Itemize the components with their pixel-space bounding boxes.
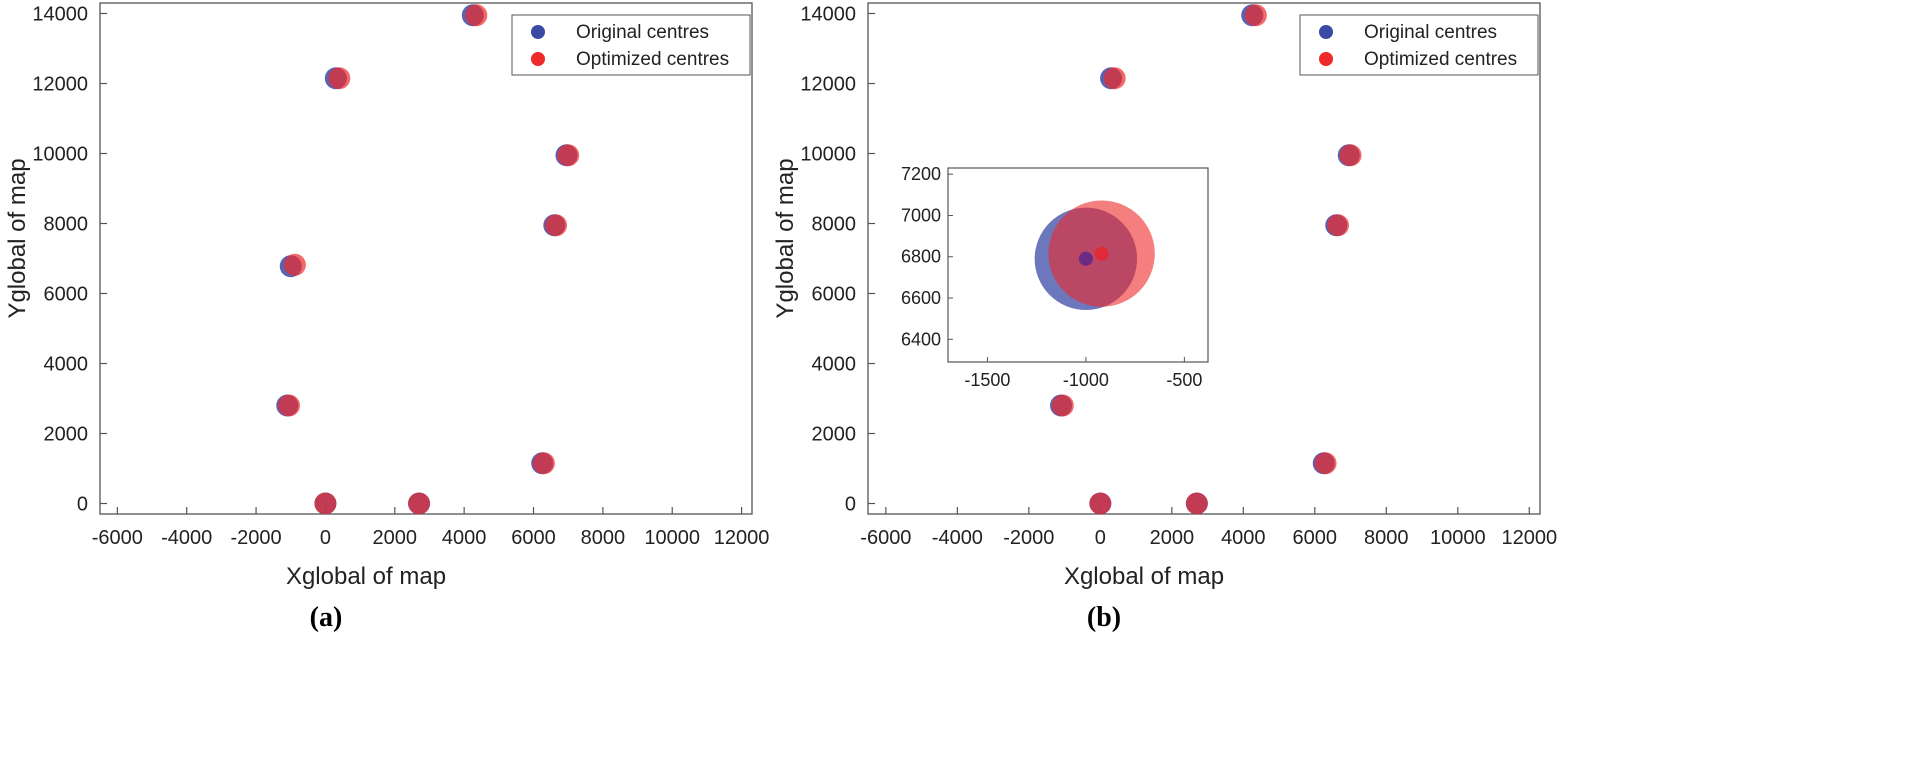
x-tick-label: 6000 [511,527,556,549]
x-tick-label: 0 [320,527,331,549]
optimized-centre-point [1089,492,1112,515]
optimized-centre-point [557,144,580,167]
y-tick-label: 14000 [32,4,88,26]
optimized-centre-point [283,253,306,276]
x-tick-label: -6000 [92,527,143,549]
x-tick-label: -4000 [932,527,983,549]
panel-b-caption: (b) [1087,602,1121,633]
inset-original-centre [1078,251,1093,266]
optimized-centre-point [1185,492,1208,515]
panel-b-x-axis-label: Xglobal of map [1064,563,1224,590]
x-tick-label: 10000 [1430,527,1486,549]
optimized-centre-point [314,492,337,515]
inset-y-tick-label: 6600 [901,288,941,308]
y-tick-label: 0 [77,494,88,516]
inset-x-tick-label: -500 [1166,370,1202,390]
inset-optimized-centre [1094,246,1109,261]
optimized-centre-point [465,4,488,27]
inset-y-tick-label: 7200 [901,164,941,184]
optimized-centre-point [328,67,351,90]
optimized-centre-point [408,492,431,515]
x-tick-label: 10000 [644,527,700,549]
panel-a-legend: Original centres Optimized centres [511,14,751,76]
legend-original-marker [1319,25,1333,39]
y-tick-label: 4000 [812,354,857,376]
y-tick-label: 6000 [44,284,89,306]
panel-b-plot-frame [867,2,1541,515]
inset-x-tick-label: -1500 [964,370,1010,390]
optimized-centre-point [1339,144,1362,167]
legend-original-marker [531,25,545,39]
legend-optimized-marker [1319,52,1333,66]
panel-b: -6000 -4000 -2000 0 2000 4000 6000 8000 10000 120… [772,2,1557,633]
x-tick-label: 2000 [373,527,418,549]
inset-frame [947,167,1209,363]
y-tick-label: 4000 [44,354,89,376]
x-tick-label: 0 [1095,527,1106,549]
legend-optimized-marker [531,52,545,66]
legend-original-label: Original centres [576,22,709,43]
x-tick-label: 4000 [1221,527,1266,549]
legend-original-label: Original centres [1364,22,1497,43]
panel-a-y-axis-label: Yglobal of map [4,158,31,318]
legend-optimized-label: Optimized centres [576,49,729,70]
panel-a-plot-frame [99,2,753,515]
optimized-centre-point [545,214,568,237]
panel-b-legend: Original centres Optimized centres [1299,14,1539,76]
x-tick-label: -2000 [1003,527,1054,549]
y-tick-label: 0 [845,494,856,516]
y-tick-label: 10000 [800,144,856,166]
optimized-centre-point [1244,4,1267,27]
x-tick-label: -2000 [230,527,281,549]
inset-y-tick-label: 6800 [901,247,941,267]
optimized-centre-point [1327,214,1350,237]
panel-a-caption: (a) [310,602,343,633]
inset-y-tick-label: 7000 [901,205,941,225]
y-tick-label: 2000 [812,424,857,446]
optimized-centre-point [1051,394,1074,417]
x-tick-label: 12000 [1501,527,1557,549]
panel-a: -6000 -4000 -2000 0 2000 4000 6000 8000 10000 120… [4,2,770,633]
x-tick-label: 12000 [714,527,770,549]
y-tick-label: 14000 [800,4,856,26]
x-tick-label: 6000 [1293,527,1338,549]
inset-y-tick-label: 6400 [901,329,941,349]
panel-b-y-axis-label: Yglobal of map [772,158,799,318]
x-tick-label: -6000 [860,527,911,549]
legend-optimized-label: Optimized centres [1364,49,1517,70]
panel-a-legend-box [511,14,751,76]
optimized-centre-point [278,394,301,417]
y-tick-label: 10000 [32,144,88,166]
x-tick-label: 8000 [581,527,626,549]
x-tick-label: -4000 [161,527,212,549]
inset-x-tick-label: -1000 [1063,370,1109,390]
y-tick-label: 6000 [812,284,857,306]
panel-b-inset-zoom: -1500 -1000 -500 6400 6600 6800 7000 7200 [901,164,1209,390]
y-tick-label: 2000 [44,424,89,446]
y-tick-label: 12000 [32,74,88,96]
x-tick-label: 2000 [1150,527,1195,549]
y-tick-label: 8000 [812,214,857,236]
y-tick-label: 12000 [800,74,856,96]
x-tick-label: 4000 [442,527,487,549]
optimized-centre-point [532,452,555,475]
y-tick-label: 8000 [44,214,89,236]
panel-a-x-axis-label: Xglobal of map [286,563,446,590]
x-tick-label: 8000 [1364,527,1409,549]
panel-b-legend-box [1299,14,1539,76]
optimized-centre-point [1314,452,1337,475]
optimized-centre-point [1103,67,1126,90]
